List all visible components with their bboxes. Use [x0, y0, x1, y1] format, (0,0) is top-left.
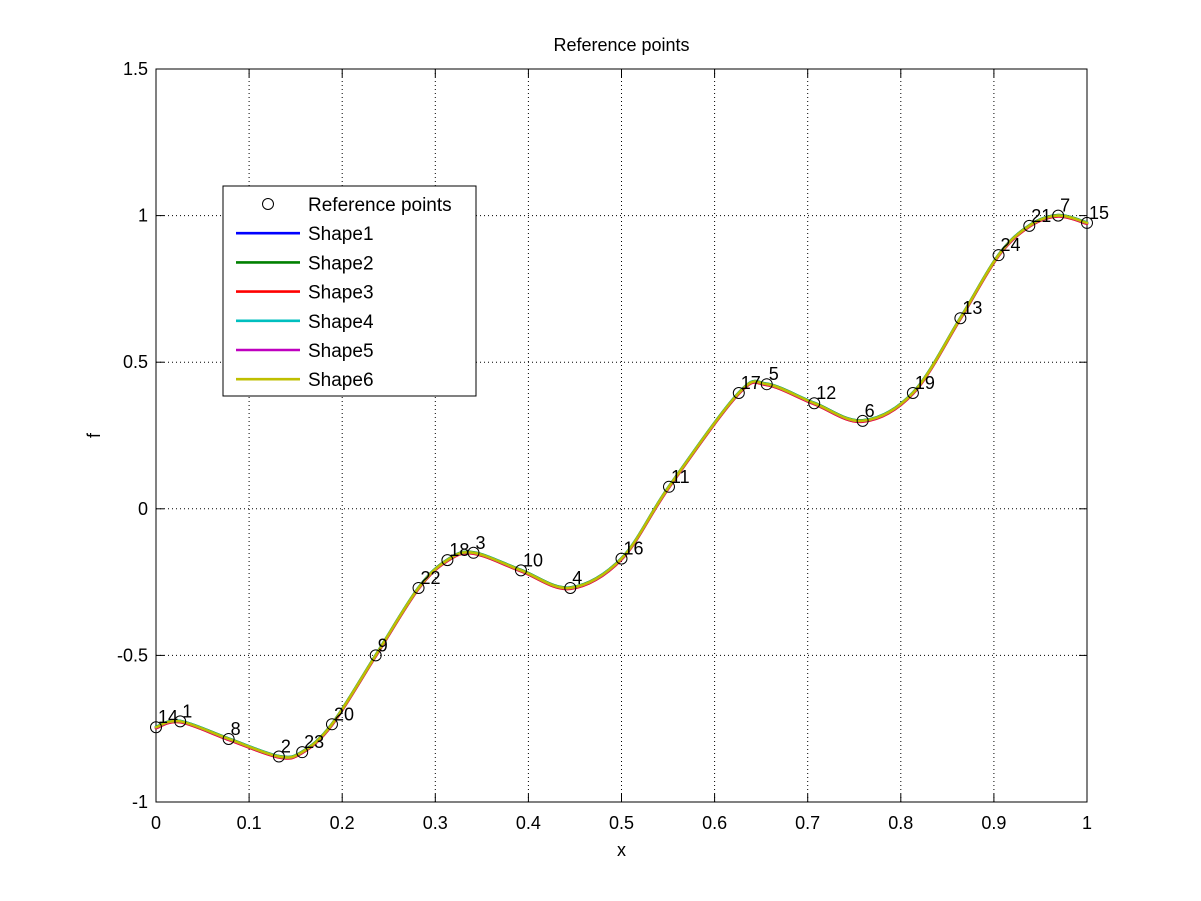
chart-title: Reference points — [553, 35, 689, 55]
reference-point-marker — [222, 732, 235, 745]
ticks: 0 0.1 0.2 0.3 0.4 0.5 0.6 0.7 0.8 0.9 1 -1 -0.5 0 0.5 1… — [117, 59, 1092, 833]
reference-point-label: 12 — [816, 383, 836, 403]
reference-point-marker — [662, 480, 675, 493]
reference-point-label: 18 — [449, 540, 469, 560]
reference-point-label: 20 — [334, 704, 354, 724]
reference-point-marker — [272, 750, 285, 763]
reference-point-marker — [615, 552, 628, 565]
reference-point-marker — [564, 581, 577, 594]
y-tick-label: 0 — [138, 499, 148, 519]
reference-point-label: 7 — [1060, 196, 1070, 216]
reference-point-marker — [732, 386, 745, 399]
legend-label-shape6: Shape6 — [308, 370, 374, 391]
y-tick-label: -0.5 — [117, 645, 148, 665]
reference-point-label: 1 — [182, 701, 192, 721]
reference-point-label: 5 — [769, 364, 779, 384]
x-tick-label: 1 — [1082, 813, 1092, 833]
reference-point-label: 9 — [378, 635, 388, 655]
reference-point-label: 4 — [572, 568, 582, 588]
x-tick-label: 0.1 — [237, 813, 262, 833]
legend: Reference points Shape1 Shape2 Shape3 Shape4… — [222, 185, 477, 397]
reference-point-label: 19 — [915, 373, 935, 393]
reference-point-marker — [1052, 209, 1065, 222]
x-tick-label: 0.7 — [795, 813, 820, 833]
reference-point-marker — [856, 414, 869, 427]
reference-point-marker — [808, 397, 821, 410]
legend-label-shape5: Shape5 — [308, 341, 374, 362]
axes-background — [156, 69, 1087, 802]
reference-point-marker — [1023, 219, 1036, 232]
reference-point-label: 10 — [523, 550, 543, 570]
reference-point-label: 3 — [475, 533, 485, 553]
legend-label-reference-points: Reference points — [308, 195, 452, 216]
reference-point-label: 13 — [962, 298, 982, 318]
reference-point-label: 16 — [624, 539, 644, 559]
x-tick-label: 0.4 — [516, 813, 541, 833]
y-axis-label: f — [84, 432, 104, 438]
reference-point-marker — [467, 546, 480, 559]
reference-point-marker — [174, 715, 187, 728]
reference-points — [150, 209, 1093, 763]
x-tick-label: 0.3 — [423, 813, 448, 833]
reference-point-label: 17 — [741, 373, 761, 393]
reference-point-marker — [514, 564, 527, 577]
x-tick-label: 0.2 — [330, 813, 355, 833]
x-tick-label: 0 — [151, 813, 161, 833]
reference-point-marker — [325, 718, 338, 731]
reference-point-marker — [954, 312, 967, 325]
reference-point-label: 24 — [1001, 235, 1021, 255]
reference-point-marker — [1081, 216, 1093, 229]
y-tick-label: -1 — [132, 792, 148, 812]
x-tick-label: 0.5 — [609, 813, 634, 833]
reference-point-label: 15 — [1089, 203, 1109, 223]
reference-point-label: 21 — [1031, 206, 1051, 226]
reference-point-marker — [992, 249, 1005, 262]
reference-point-label: 8 — [231, 719, 241, 739]
reference-point-label: 23 — [304, 732, 324, 752]
legend-label-shape2: Shape2 — [308, 253, 374, 274]
reference-point-marker — [296, 746, 309, 759]
y-tick-label: 1 — [138, 206, 148, 226]
x-tick-label: 0.8 — [888, 813, 913, 833]
legend-label-shape4: Shape4 — [308, 312, 374, 333]
y-tick-label: 1.5 — [123, 59, 148, 79]
series-lines — [154, 213, 1089, 760]
x-tick-label: 0.6 — [702, 813, 727, 833]
reference-point-marker — [906, 386, 919, 399]
reference-point-label: 14 — [158, 707, 178, 727]
reference-point-marker — [441, 554, 454, 567]
x-tick-label: 0.9 — [981, 813, 1006, 833]
reference-point-marker — [150, 721, 162, 734]
reference-point-label: 11 — [671, 467, 690, 487]
reference-point-marker — [412, 581, 425, 594]
reference-point-marker — [760, 378, 773, 391]
y-tick-label: 0.5 — [123, 352, 148, 372]
reference-point-marker — [369, 649, 382, 662]
series-line-shape6 — [154, 214, 1089, 759]
reference-point-label: 6 — [865, 401, 875, 421]
reference-point-label: 22 — [421, 568, 441, 588]
legend-label-shape3: Shape3 — [308, 283, 374, 304]
x-axis-label: x — [617, 840, 626, 860]
legend-marker-reference-points — [262, 198, 274, 210]
legend-label-shape1: Shape1 — [308, 224, 374, 245]
reference-point-label: 2 — [281, 737, 291, 757]
